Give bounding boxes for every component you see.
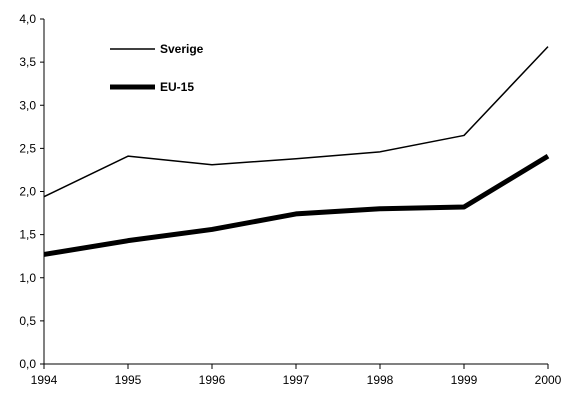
y-tick-label: 3,0 xyxy=(19,98,36,112)
x-tick-label: 1995 xyxy=(115,373,142,387)
x-tick-label: 1997 xyxy=(283,373,310,387)
y-tick-label: 1,0 xyxy=(19,271,36,285)
y-tick-label: 1,5 xyxy=(19,228,36,242)
legend: Sverige EU-15 xyxy=(110,42,204,94)
y-tick-label: 0,5 xyxy=(19,314,36,328)
y-axis-ticks: 0,0 0,5 1,0 1,5 2,0 2,5 3,0 3,5 4,0 xyxy=(19,12,44,371)
y-tick-label: 2,0 xyxy=(19,185,36,199)
y-tick-label: 2,5 xyxy=(19,141,36,155)
y-tick-label: 4,0 xyxy=(19,12,36,26)
x-tick-label: 2000 xyxy=(535,373,562,387)
legend-label: Sverige xyxy=(160,42,204,56)
x-tick-label: 1996 xyxy=(199,373,226,387)
y-tick-label: 3,5 xyxy=(19,55,36,69)
series-line-eu-15 xyxy=(43,153,550,257)
series-layer xyxy=(43,46,550,257)
x-tick-label: 1998 xyxy=(367,373,394,387)
x-tick-label: 1994 xyxy=(31,373,58,387)
x-axis-ticks: 1994 1995 1996 1997 1998 1999 2000 xyxy=(31,364,562,387)
x-tick-label: 1999 xyxy=(451,373,478,387)
series-line-sverige xyxy=(43,46,549,198)
legend-label: EU-15 xyxy=(160,80,194,94)
chart-axes xyxy=(43,19,548,365)
y-tick-label: 0,0 xyxy=(19,357,36,371)
